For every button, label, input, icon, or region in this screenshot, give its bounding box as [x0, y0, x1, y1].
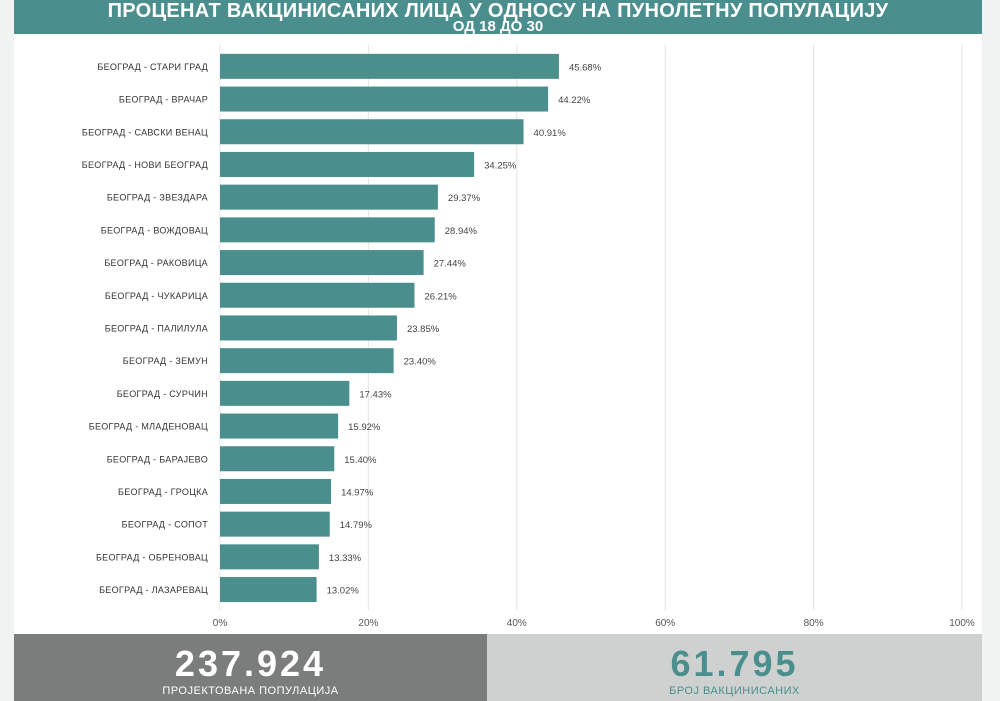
category-label: БЕОГРАД - ВОЖДОВАЦ [101, 225, 208, 235]
value-label: 14.79% [340, 520, 373, 531]
chart-header: ПРОЦЕНАТ ВАКЦИНИСАНИХ ЛИЦА У ОДНОСУ НА П… [14, 0, 982, 34]
category-label: БЕОГРАД - РАКОВИЦА [104, 258, 208, 268]
category-label: БЕОГРАД - СОПОТ [122, 520, 209, 530]
category-label: БЕОГРАД - ОБРЕНОВАЦ [96, 552, 208, 562]
x-tick-label: 0% [213, 618, 228, 629]
category-label: БЕОГРАД - НОВИ БЕОГРАД [82, 160, 208, 170]
bar [220, 577, 317, 603]
bar [220, 348, 394, 374]
bar [220, 413, 339, 439]
value-label: 40.91% [534, 128, 567, 139]
value-label: 27.44% [434, 259, 467, 270]
value-label: 34.25% [484, 160, 517, 171]
value-label: 23.85% [407, 324, 440, 335]
x-tick-label: 60% [655, 618, 675, 629]
x-tick-label: 20% [358, 618, 378, 629]
bar [220, 250, 424, 276]
category-label: БЕОГРАД - САВСКИ ВЕНАЦ [82, 127, 208, 137]
category-label: БЕОГРАД - МЛАДЕНОВАЦ [89, 422, 208, 432]
x-tick-label: 100% [949, 618, 975, 629]
vaccinated-panel: 61.795 БРОЈ ВАКЦИНИСАНИХ [487, 634, 982, 701]
value-label: 17.43% [359, 389, 392, 400]
bar [220, 86, 549, 112]
value-label: 45.68% [569, 62, 602, 73]
bar [220, 217, 435, 243]
category-label: БЕОГРАД - СУРЧИН [117, 389, 208, 399]
category-label: БЕОГРАД - ВРАЧАР [119, 95, 208, 105]
value-label: 15.40% [344, 455, 377, 466]
category-label: БЕОГРАД - ЗВЕЗДАРА [107, 193, 208, 203]
category-label: БЕОГРАД - ЛАЗАРЕВАЦ [99, 585, 208, 595]
x-tick-label: 80% [804, 618, 824, 629]
category-label: БЕОГРАД - СТАРИ ГРАД [97, 62, 208, 72]
value-label: 29.37% [448, 193, 481, 204]
bar [220, 53, 559, 79]
bar [220, 478, 332, 504]
bar [220, 544, 319, 570]
value-label: 13.02% [327, 586, 360, 597]
bar [220, 151, 475, 177]
value-label: 14.97% [341, 487, 374, 498]
bar [220, 380, 350, 406]
value-label: 44.22% [558, 95, 591, 106]
chart-area: 0% 20% 40% 60% 80% 100% БЕОГРАД - СТАРИ ГРАД 45… [14, 34, 982, 634]
population-value: 237.924 [174, 643, 327, 684]
left-border [0, 0, 14, 701]
category-label: БЕОГРАД - ПАЛИЛУЛА [105, 323, 208, 333]
chart-title: ПРОЦЕНАТ ВАКЦИНИСАНИХ ЛИЦА У ОДНОСУ НА П… [107, 0, 889, 22]
value-label: 15.92% [348, 422, 381, 433]
category-label: БЕОГРАД - ЗЕМУН [123, 356, 208, 366]
population-label: ПРОЈЕКТОВАНА ПОПУЛАЦИЈА [162, 685, 339, 697]
value-label: 23.40% [404, 357, 437, 368]
value-label: 13.33% [329, 553, 362, 564]
category-label: БЕОГРАД - ГРОЦКА [118, 487, 208, 497]
value-label: 28.94% [445, 226, 478, 237]
bar [220, 184, 438, 210]
category-label: БЕОГРАД - ЧУКАРИЦА [105, 291, 208, 301]
bar [220, 119, 524, 145]
value-label: 26.21% [424, 291, 457, 302]
right-border [982, 0, 1000, 701]
category-label: БЕОГРАД - БАРАЈЕВО [107, 454, 208, 464]
bar [220, 511, 330, 537]
vaccinated-value: 61.795 [670, 643, 799, 684]
bar [220, 446, 335, 472]
x-tick-label: 40% [507, 618, 527, 629]
vaccinated-label: БРОЈ ВАКЦИНИСАНИХ [669, 685, 800, 697]
bar-chart: 0% 20% 40% 60% 80% 100% БЕОГРАД - СТАРИ ГРАД 45… [82, 44, 975, 629]
population-panel: 237.924 ПРОЈЕКТОВАНА ПОПУЛАЦИЈА [14, 634, 487, 701]
bar [220, 282, 415, 308]
chart-subtitle: ОД 18 ДО 30 [452, 18, 544, 35]
bar [220, 315, 397, 341]
